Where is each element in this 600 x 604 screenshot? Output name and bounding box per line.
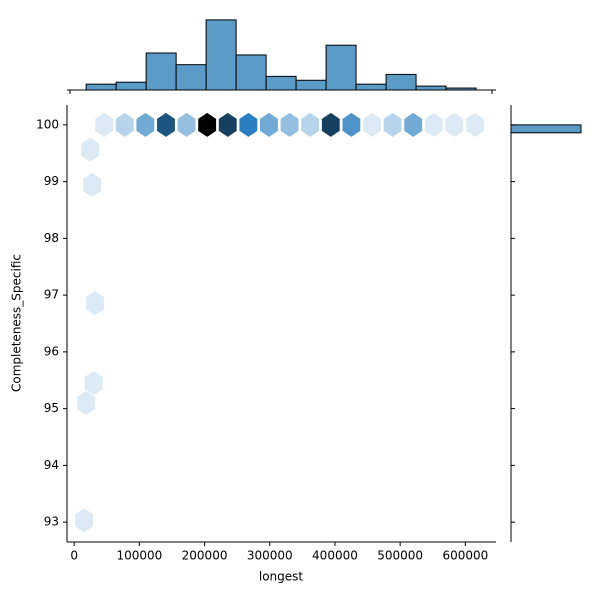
x-tick-label: 300000 xyxy=(247,549,293,563)
x-tick-label: 100000 xyxy=(116,549,162,563)
hexbin xyxy=(77,391,96,415)
hist-bar xyxy=(265,75,297,91)
hist-bar xyxy=(235,54,267,91)
x-tick-label: 500000 xyxy=(377,549,423,563)
hexbin xyxy=(86,291,104,316)
hexbin xyxy=(424,112,443,137)
hexbin xyxy=(84,371,103,396)
hexbin xyxy=(218,112,237,137)
x-tick-label: 200000 xyxy=(182,549,228,563)
hexbin xyxy=(280,112,299,137)
hexbin xyxy=(198,112,217,137)
hexbin xyxy=(83,173,102,197)
hist-bar xyxy=(205,19,237,91)
y-tick-label: 96 xyxy=(44,344,59,358)
hist-bar xyxy=(145,52,177,91)
hexbin xyxy=(445,112,464,137)
hexbin xyxy=(466,112,484,137)
hexbin xyxy=(363,112,381,137)
y-axis-label: Completeness_Specific xyxy=(10,254,24,392)
hexbin xyxy=(95,112,114,137)
y-tick-label: 98 xyxy=(44,231,59,245)
hexbin xyxy=(115,112,134,137)
y-tick-label: 99 xyxy=(44,174,59,188)
hist-bar xyxy=(295,79,327,91)
x-tick-label: 400000 xyxy=(312,549,358,563)
y-tick-label: 94 xyxy=(44,458,59,472)
x-axis-label: longest xyxy=(259,570,304,584)
hist-bar xyxy=(355,83,387,91)
hexbin xyxy=(321,112,340,137)
hist-bar xyxy=(445,87,477,91)
hexbin xyxy=(81,137,100,162)
hexbin xyxy=(260,112,278,137)
x-tick-label: 600000 xyxy=(442,549,488,563)
hexbin xyxy=(177,112,196,137)
hexbin xyxy=(136,112,155,137)
y-tick-label: 97 xyxy=(44,288,59,302)
x-tick-label: 0 xyxy=(70,549,78,563)
hist-bar xyxy=(85,83,117,91)
hexbin xyxy=(342,112,361,137)
y-tick-label: 93 xyxy=(44,515,59,529)
y-tick-label: 95 xyxy=(44,401,59,415)
hist-bar xyxy=(175,64,207,91)
hist-bar xyxy=(325,44,357,91)
hist-bar xyxy=(510,124,582,134)
hexbin xyxy=(301,112,320,137)
y-tick-label: 100 xyxy=(36,117,59,131)
hexbin xyxy=(404,112,423,137)
hexbin xyxy=(75,508,94,533)
hist-bar xyxy=(415,85,447,91)
hist-bar xyxy=(115,81,147,91)
hexbin xyxy=(157,112,175,137)
hist-bar xyxy=(385,73,417,91)
hexbin xyxy=(383,112,402,137)
hexbin xyxy=(239,112,258,137)
